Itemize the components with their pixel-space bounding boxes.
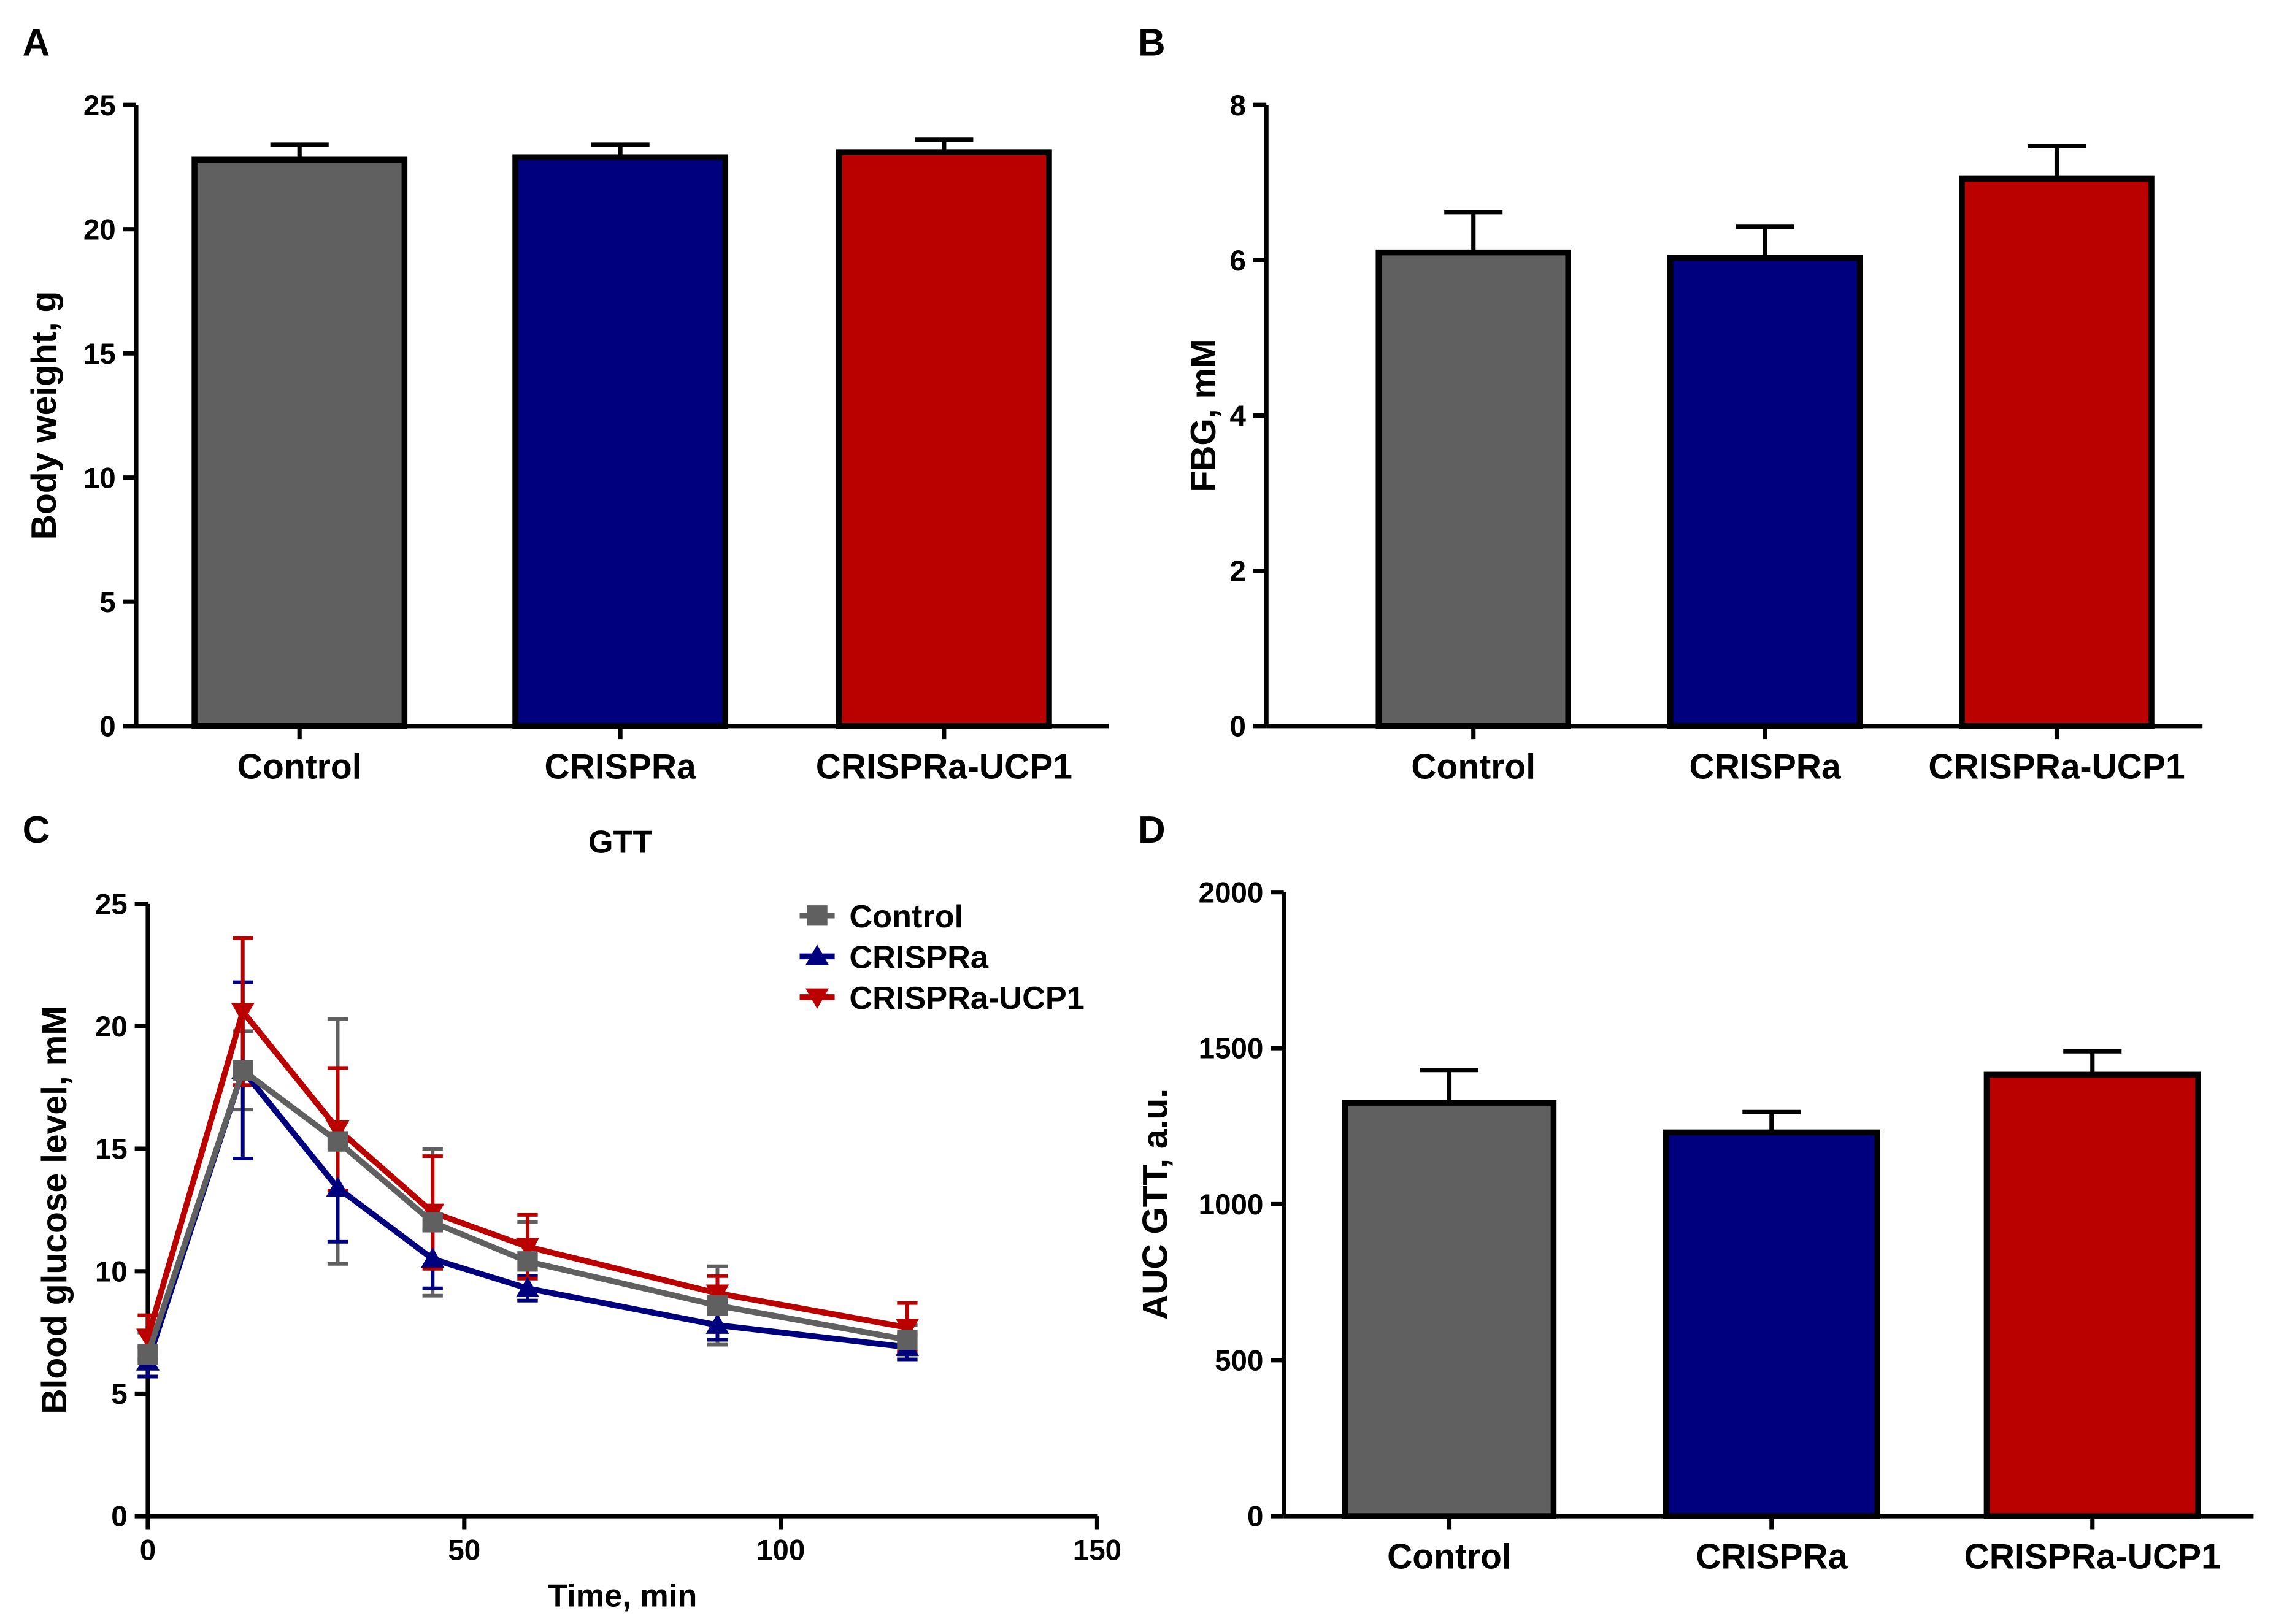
x-tick-label: 100 [756, 1534, 805, 1566]
bar-crispra [1667, 255, 1863, 729]
triangle-down-marker [515, 1238, 539, 1258]
y-axis-label: Body weight, g [25, 291, 64, 540]
chart-title: GTT [588, 825, 653, 860]
y-tick-label: 10 [95, 1255, 128, 1288]
y-tick-label: 8 [1229, 90, 1245, 122]
panel-label: D [1138, 809, 1166, 851]
x-tick-label: CRISPRa-UCP1 [1964, 1538, 2221, 1577]
x-tick-label: CRISPRa-UCP1 [816, 747, 1072, 786]
y-tick-label: 6 [1229, 245, 1245, 277]
x-tick-label: Control [1387, 1538, 1512, 1577]
triangle-down-marker [326, 1120, 350, 1141]
y-tick-label: 0 [111, 1501, 127, 1533]
y-axis-label: AUC GTT, a.u. [1136, 1089, 1175, 1320]
y-tick-label: 20 [83, 213, 116, 246]
bar-crispra-ucp1 [1959, 175, 2155, 729]
triangle-up-marker [705, 1313, 729, 1334]
x-tick-label: 150 [1073, 1534, 1121, 1566]
panel-c: C 0 5 10 15 20 25 Blood glucose level, mM 0 50 100… [23, 809, 1122, 1614]
y-axis-label: FBG, mM [1184, 339, 1223, 492]
triangle-down-marker [231, 1003, 255, 1024]
y-tick-label: 25 [83, 90, 116, 122]
triangle-up-marker [515, 1276, 539, 1297]
square-marker [327, 1131, 348, 1152]
y-tick-label: 4 [1229, 400, 1246, 432]
y-tick-label: 2000 [1199, 876, 1264, 909]
y-tick-label: 15 [95, 1133, 128, 1166]
x-tick-label: CRISPRa [1696, 1538, 1848, 1577]
bar-control [191, 156, 408, 729]
bar-crispra [1663, 1129, 1880, 1519]
panel-a: A 0 5 10 15 20 25 Body weight, g Control CRISPRa C… [23, 21, 1109, 786]
y-tick-label: 5 [111, 1378, 127, 1411]
x-tick-label: Control [1411, 747, 1536, 786]
y-tick-label: 1000 [1199, 1189, 1264, 1221]
square-marker [137, 1344, 158, 1365]
panel-label: A [23, 21, 50, 64]
y-tick-label: 20 [95, 1011, 128, 1043]
y-axis-label: Blood glucose level, mM [35, 1006, 74, 1414]
square-marker [422, 1212, 443, 1233]
x-tick-label: 0 [140, 1534, 156, 1566]
x-tick-label: CRISPRa [545, 747, 697, 786]
panel-d: D 0 500 1000 1500 2000 AUC GTT, a.u. Control CRI… [1136, 809, 2254, 1577]
bar-control [1342, 1100, 1557, 1519]
panel-b: B 0 2 4 6 8 FBG, mM Control CRISPRa CRISPRa-UCP1 [1138, 21, 2203, 786]
y-tick-label: 10 [83, 462, 116, 494]
y-tick-label: 25 [95, 888, 128, 921]
x-tick-label: Control [237, 747, 362, 786]
y-tick-label: 1500 [1199, 1033, 1264, 1065]
triangle-down-marker [805, 988, 829, 1009]
y-tick-label: 5 [99, 586, 115, 619]
square-marker [897, 1329, 918, 1350]
bar-crispra-ucp1 [836, 149, 1052, 729]
square-marker [707, 1295, 728, 1316]
bar-crispra [512, 154, 729, 729]
triangle-up-marker [805, 944, 829, 965]
triangle-up-marker [421, 1247, 445, 1268]
square-marker [517, 1251, 538, 1272]
y-tick-label: 0 [1229, 710, 1245, 743]
y-tick-label: 0 [99, 710, 115, 743]
legend-label: Control [849, 899, 963, 935]
bar-crispra-ucp1 [1983, 1071, 2201, 1519]
bar-control [1375, 249, 1571, 729]
triangle-down-marker [705, 1284, 729, 1305]
triangle-up-marker [326, 1176, 350, 1197]
x-tick-label: 50 [448, 1534, 480, 1566]
legend-label: CRISPRa [849, 940, 989, 975]
y-tick-label: 2 [1229, 555, 1245, 588]
x-tick-label: CRISPRa-UCP1 [1928, 747, 2185, 786]
series-line-control [145, 1065, 908, 1356]
y-tick-label: 0 [1247, 1501, 1263, 1533]
panel-label: C [23, 809, 50, 851]
x-axis-label: Time, min [548, 1578, 697, 1614]
legend-label: CRISPRa-UCP1 [849, 981, 1084, 1016]
y-tick-label: 15 [83, 338, 116, 370]
y-tick-label: 500 [1215, 1344, 1263, 1377]
square-marker [807, 905, 828, 926]
square-marker [233, 1060, 253, 1081]
triangle-down-marker [895, 1319, 919, 1339]
x-tick-label: CRISPRa [1690, 747, 1842, 786]
panel-label: B [1138, 21, 1166, 64]
